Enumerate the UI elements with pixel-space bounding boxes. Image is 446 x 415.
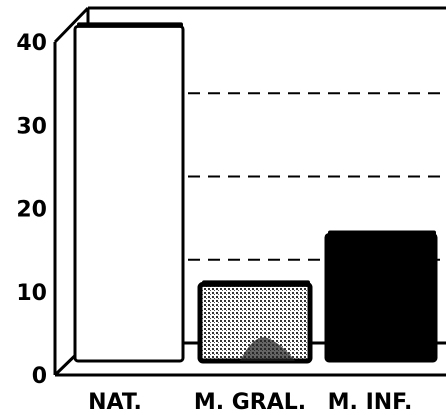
bar-body	[324, 232, 438, 363]
x-category-label: M. INF.	[328, 390, 413, 415]
y-axis-ticks: 0 10 20 30 40	[16, 31, 47, 389]
bar-body	[73, 24, 185, 363]
bar-m-gral	[197, 280, 313, 364]
bar-m-inf	[324, 230, 438, 363]
bar-shade	[240, 337, 295, 361]
bar-nat	[73, 22, 185, 363]
y-tick-label: 0	[32, 364, 47, 389]
y-tick-label: 40	[16, 31, 47, 56]
y-tick-label: 20	[16, 198, 47, 223]
y-tick-label: 10	[16, 281, 47, 306]
x-category-label: M. GRAL.	[194, 390, 306, 415]
side-wall-top-edge	[53, 6, 90, 44]
x-axis-labels: NAT. M. GRAL. M. INF.	[88, 390, 412, 415]
y-tick-label: 30	[16, 114, 47, 139]
x-category-label: NAT.	[88, 390, 142, 415]
bars	[73, 22, 438, 364]
